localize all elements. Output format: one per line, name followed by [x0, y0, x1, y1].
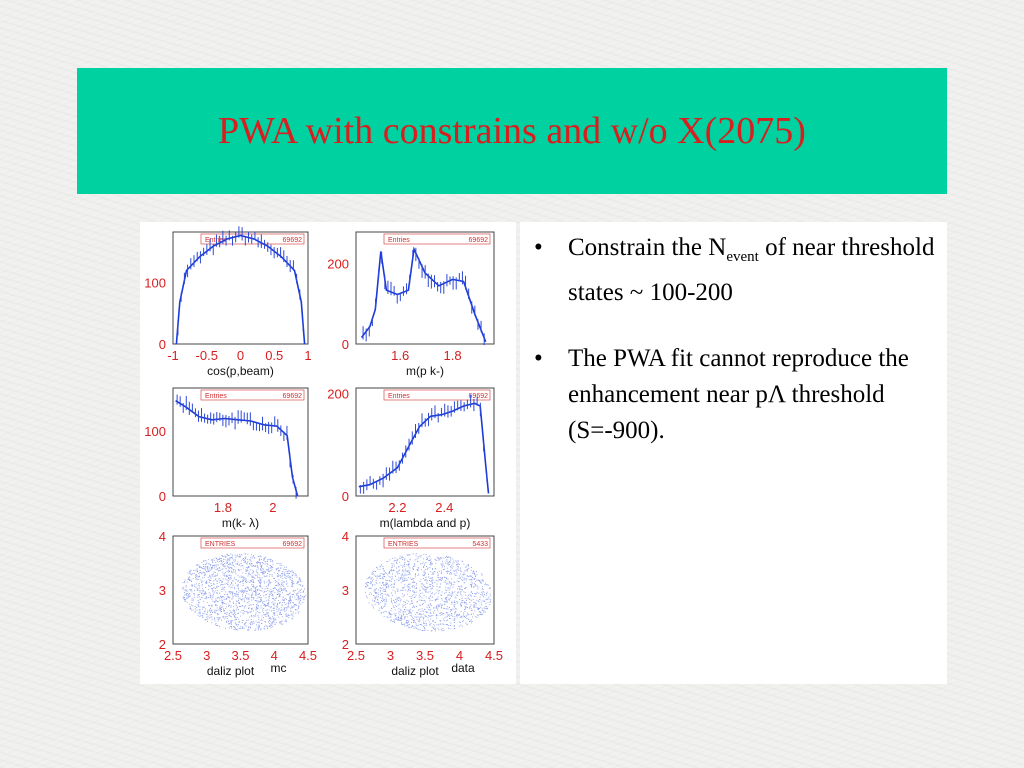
x-tick-label: 4 [456, 648, 463, 663]
x-tick-label: 0.5 [265, 348, 283, 363]
stat-label: Entries [388, 237, 410, 244]
bullet-item-1: • Constrain the Nevent of near threshold… [534, 230, 947, 311]
x-axis-label: cos(p,beam) [207, 364, 274, 378]
stat-value: 69692 [469, 237, 489, 244]
x-tick-label: -0.5 [196, 348, 218, 363]
bullet-dot: • [534, 234, 543, 261]
dalitz-scatter-points [182, 552, 307, 631]
bullet-dot: • [534, 345, 543, 372]
stat-label: Entries [205, 393, 227, 400]
bullet-1-suffix: of near threshold states ~ 100-200 [568, 234, 935, 306]
stat-label: Entries [388, 393, 410, 400]
y-tick-label: 4 [159, 529, 166, 544]
plot-panel-2 [355, 231, 495, 345]
x-tick-label: 2 [269, 500, 276, 515]
fit-curve [360, 246, 487, 343]
y-tick-label: 0 [342, 337, 349, 352]
plot-panel-1 [172, 231, 309, 345]
y-tick-label: 100 [144, 275, 166, 290]
stat-box [200, 233, 305, 245]
x-tick-label: 2.2 [388, 500, 406, 515]
x-tick-label: 4.5 [299, 648, 317, 663]
y-tick-label: 0 [159, 337, 166, 352]
x-axis-label: m(k- λ) [222, 516, 259, 530]
x-tick-label: 0 [237, 348, 244, 363]
x-tick-label: 3.5 [416, 648, 434, 663]
plot-frame [355, 231, 495, 345]
stat-value: 5433 [472, 541, 488, 548]
bullet-list: • Constrain the Nevent of near threshold… [520, 222, 947, 449]
plot-panel-6 [355, 535, 495, 645]
x-tick-label: 3.5 [231, 648, 249, 663]
stat-box [383, 233, 491, 245]
plot-frame [172, 231, 309, 345]
plot-frame [355, 535, 495, 645]
x-axis-label: m(p k-) [406, 364, 444, 378]
fit-curve [175, 234, 306, 345]
y-tick-label: 200 [327, 256, 349, 271]
sample-tag: data [451, 661, 475, 675]
physics-figure: Entries 69692 100 0 -1 -0.5 0 0.5 1 cos(p,beam) En… [140, 222, 516, 684]
x-tick-label: 1.6 [391, 348, 409, 363]
x-axis-label: daliz plot [207, 664, 255, 678]
bullet-2-text: The PWA fit cannot reproduce the enhance… [568, 345, 909, 444]
y-tick-label: 3 [159, 583, 166, 598]
dalitz-scatter-points [365, 553, 492, 632]
bullet-item-2: • The PWA fit cannot reproduce the enhan… [534, 341, 947, 449]
stat-label: ENTRIES [388, 541, 419, 548]
bullet-1-subscript: event [726, 249, 759, 265]
sample-tag: mc [271, 661, 287, 675]
x-tick-label: 4 [271, 648, 278, 663]
x-axis-label: m(lambda and p) [380, 516, 471, 530]
stat-box [200, 389, 305, 401]
stat-box [200, 537, 305, 549]
slide-title: PWA with constrains and w/o X(2075) [218, 110, 806, 152]
plot-frame [172, 387, 309, 497]
y-tick-label: 2 [342, 637, 349, 652]
x-axis-label: daliz plot [391, 664, 439, 678]
plot-panel-5 [172, 535, 309, 645]
plot-panel-3 [172, 387, 309, 497]
stat-box [383, 537, 491, 549]
y-tick-label: 200 [327, 386, 349, 401]
stat-box [383, 389, 491, 401]
x-tick-label: -1 [167, 348, 179, 363]
y-tick-label: 4 [342, 529, 349, 544]
title-bar: PWA with constrains and w/o X(2075) [77, 68, 947, 194]
text-panel: • Constrain the Nevent of near threshold… [520, 222, 947, 684]
y-tick-label: 100 [144, 424, 166, 439]
y-tick-label: 3 [342, 583, 349, 598]
stat-value: 69692 [283, 393, 303, 400]
stat-value: 69692 [283, 237, 303, 244]
x-tick-label: 1 [304, 348, 311, 363]
x-tick-label: 1.8 [444, 348, 462, 363]
y-tick-label: 0 [159, 489, 166, 504]
y-tick-label: 0 [342, 489, 349, 504]
plot-frame [172, 535, 309, 645]
x-tick-label: 4.5 [485, 648, 503, 663]
x-tick-label: 3 [203, 648, 210, 663]
stat-label: ENTRIES [205, 541, 236, 548]
y-tick-label: 2 [159, 637, 166, 652]
bullet-1-prefix: Constrain the N [568, 234, 727, 261]
stat-value: 69692 [283, 541, 303, 548]
x-tick-label: 2.4 [435, 500, 453, 515]
x-tick-label: 2.5 [347, 648, 365, 663]
x-tick-label: 2.5 [164, 648, 182, 663]
x-tick-label: 3 [387, 648, 394, 663]
x-tick-label: 1.8 [214, 500, 232, 515]
stat-value: 69692 [469, 393, 489, 400]
